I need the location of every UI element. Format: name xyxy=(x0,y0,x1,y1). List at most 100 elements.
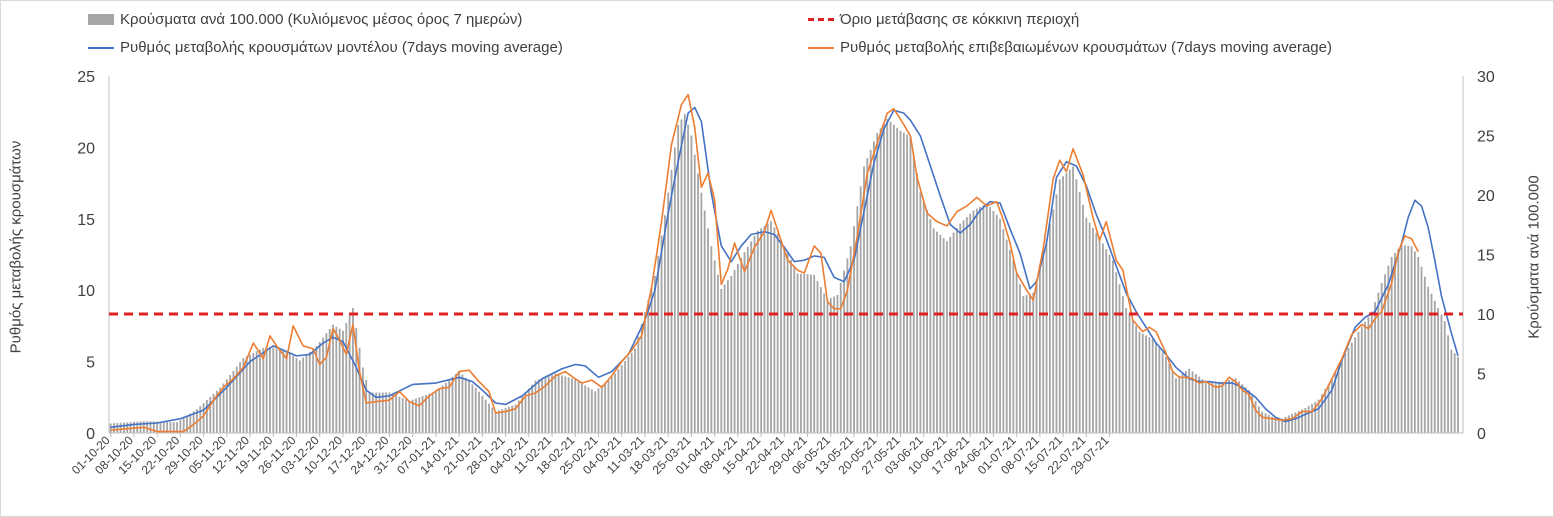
legend-model: Ρυθμός μεταβολής κρουσμάτων μοντέλου (7d… xyxy=(88,39,563,56)
bar xyxy=(172,422,175,433)
bar xyxy=(451,376,454,433)
bar xyxy=(1430,293,1433,433)
bar xyxy=(564,376,567,433)
bar xyxy=(269,346,271,433)
bar xyxy=(501,409,504,433)
bar xyxy=(1115,272,1118,433)
legend-confirmed-label: Ρυθμός μεταβολής επιβεβαιωμένων κρουσμάτ… xyxy=(840,39,1332,56)
bar xyxy=(630,352,633,433)
bar xyxy=(584,385,587,433)
bar-series xyxy=(109,114,1459,434)
bar xyxy=(116,423,119,433)
bar xyxy=(1168,363,1171,433)
bar xyxy=(879,128,882,434)
bar xyxy=(610,376,613,433)
bar xyxy=(491,407,494,433)
bar xyxy=(770,221,772,433)
bar xyxy=(189,413,192,433)
bar xyxy=(1274,418,1277,433)
bar xyxy=(969,213,972,433)
bar xyxy=(909,136,912,433)
bar xyxy=(839,282,842,433)
bar xyxy=(574,379,577,433)
bar xyxy=(1281,418,1284,433)
bar xyxy=(939,234,942,433)
bar xyxy=(1002,229,1005,433)
legend-bars-swatch xyxy=(88,14,114,25)
bar xyxy=(800,273,802,433)
bar xyxy=(680,119,683,434)
y-tick-right-label: 10 xyxy=(1477,307,1495,324)
bar xyxy=(149,421,152,433)
bar xyxy=(391,393,394,433)
bar xyxy=(292,355,295,433)
bar xyxy=(1453,353,1456,433)
bar xyxy=(1294,412,1297,433)
bar xyxy=(262,347,265,433)
bar xyxy=(1165,356,1167,433)
bar xyxy=(683,114,686,433)
bar xyxy=(1447,335,1449,433)
bar xyxy=(637,336,640,433)
bar xyxy=(1291,413,1294,433)
legend-model-label: Ρυθμός μεταβολής κρουσμάτων μοντέλου (7d… xyxy=(120,39,563,56)
bar xyxy=(1224,380,1227,433)
bar xyxy=(1317,399,1320,433)
bar xyxy=(179,420,182,433)
bar xyxy=(989,207,992,433)
bar xyxy=(919,191,922,433)
bar xyxy=(1078,192,1081,433)
bar xyxy=(504,408,507,433)
bar xyxy=(673,147,676,433)
bar xyxy=(249,354,251,433)
bar xyxy=(634,348,636,433)
bar xyxy=(1138,331,1141,433)
bar xyxy=(1324,388,1327,433)
bar xyxy=(162,421,165,433)
bar xyxy=(740,258,743,433)
bar xyxy=(444,382,447,433)
bar xyxy=(703,210,706,433)
bar xyxy=(1440,314,1443,433)
bar xyxy=(690,135,693,433)
bar xyxy=(146,421,149,433)
bar xyxy=(275,348,278,433)
y-axis-right-ticks: 0 5 10 15 20 25 30 xyxy=(1477,69,1495,443)
bar xyxy=(1194,373,1197,433)
bar xyxy=(1457,356,1459,433)
bar xyxy=(259,349,261,433)
bar xyxy=(521,396,524,433)
bar xyxy=(1248,390,1250,433)
bar xyxy=(1367,316,1370,433)
bar xyxy=(816,280,819,433)
bar xyxy=(295,358,298,433)
bar xyxy=(1344,353,1347,433)
bar xyxy=(1065,172,1068,434)
bar xyxy=(1141,333,1144,433)
bar xyxy=(717,274,719,433)
bar xyxy=(242,358,245,433)
bar xyxy=(1334,372,1337,433)
bar xyxy=(1048,224,1051,433)
bar xyxy=(849,246,852,433)
bar xyxy=(471,384,474,433)
bar xyxy=(1347,347,1350,433)
bar xyxy=(657,255,660,433)
y-tick-left-label: 5 xyxy=(86,355,95,372)
bar xyxy=(338,328,341,433)
bar xyxy=(720,289,723,433)
y-tick-left-label: 20 xyxy=(77,140,95,157)
bar xyxy=(1208,381,1211,433)
bar xyxy=(239,362,241,433)
confirmed-line xyxy=(110,93,1419,433)
bar xyxy=(640,324,643,433)
bar xyxy=(1105,249,1108,433)
bar xyxy=(1198,376,1201,433)
legend-threshold: Όριο μετάβασης σε κόκκινη περιοχή xyxy=(808,11,1079,28)
bar xyxy=(926,209,928,434)
bar xyxy=(458,371,461,433)
bar xyxy=(554,373,557,433)
bar xyxy=(836,294,839,433)
bar xyxy=(1264,413,1267,433)
